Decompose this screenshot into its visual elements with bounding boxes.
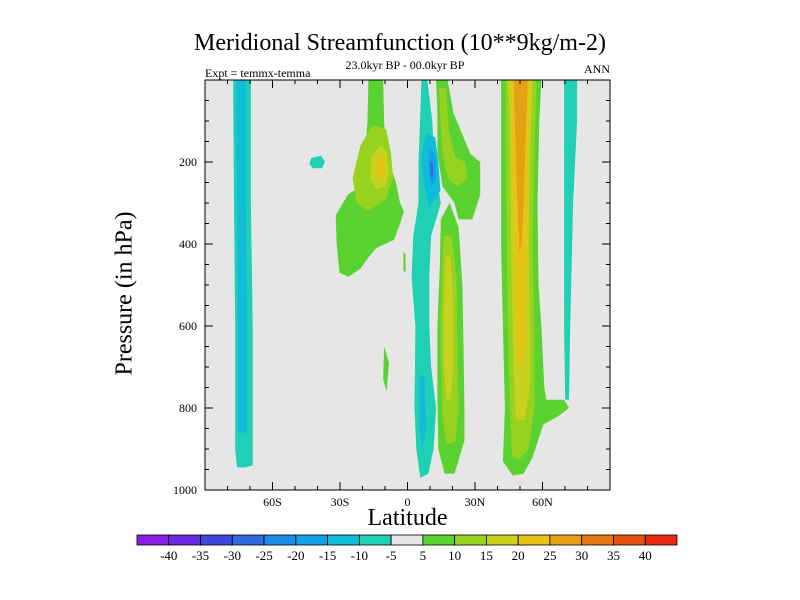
colorbar-box-10: [454, 534, 487, 546]
colorbar-box-12: [517, 534, 551, 546]
colorbar-box-14: [581, 534, 614, 546]
colorbar-box-8: [390, 534, 424, 546]
colorbar-box-3: [231, 534, 265, 546]
colorbar-label-10: 15: [480, 548, 493, 563]
colorbar-label-15: 40: [639, 548, 652, 563]
y-tick-label-0: 200: [179, 155, 197, 169]
x-axis-label: Latitude: [367, 505, 448, 531]
colorbar-box-4: [263, 534, 297, 546]
colorbar-label-1: -35: [192, 548, 209, 563]
colorbar-label-6: -10: [351, 548, 368, 563]
y-tick-label-1: 400: [179, 237, 197, 251]
colorbar-label-7: -5: [386, 548, 397, 563]
chart-subtitle: 23.0kyr BP - 00.0kyr BP: [345, 58, 465, 72]
colorbar-label-12: 25: [543, 548, 556, 563]
colorbar-label-5: -15: [319, 548, 336, 563]
x-tick-label-1: 30S: [331, 495, 350, 509]
contour-region-24: [564, 80, 578, 400]
contour-region-16: [443, 256, 454, 400]
colorbar-label-0: -40: [160, 548, 177, 563]
colorbar-label-8: 5: [420, 548, 427, 563]
colorbar-label-14: 35: [607, 548, 620, 563]
colorbar-box-7: [358, 534, 392, 546]
colorbar-box-2: [200, 534, 233, 546]
colorbar-box-9: [422, 534, 456, 546]
colorbar-box-0: [136, 534, 170, 546]
plot-background: [205, 80, 610, 490]
colorbar-box-13: [549, 534, 583, 546]
colorbar-box-1: [168, 534, 201, 546]
colorbar-label-9: 10: [448, 548, 461, 563]
colorbar-box-11: [486, 534, 519, 546]
colorbar-label-13: 30: [575, 548, 588, 563]
contour-region-1: [236, 80, 248, 433]
colorbar-box-6: [327, 534, 360, 546]
contour-region-7: [383, 346, 389, 392]
colorbar-label-2: -30: [224, 548, 241, 563]
season-label: ANN: [584, 62, 610, 76]
colorbar-box-5: [295, 534, 328, 546]
contour-region-12: [430, 162, 434, 179]
colorbar-label-4: -20: [287, 548, 304, 563]
contour-region-23: [513, 80, 528, 253]
contour-region-18: [439, 88, 468, 187]
y-tick-label-4: 1000: [173, 483, 197, 497]
y-tick-label-2: 600: [179, 319, 197, 333]
contour-region-2: [309, 155, 325, 169]
colorbar-box-15: [613, 534, 646, 546]
contour-region-8: [403, 252, 406, 273]
x-tick-label-4: 60N: [532, 495, 553, 509]
y-tick-label-3: 800: [179, 401, 197, 415]
colorbar-box-16: [644, 534, 678, 546]
contour-region-6: [375, 155, 385, 179]
contour-region-13: [419, 375, 427, 449]
x-tick-label-0: 60S: [263, 495, 282, 509]
chart-title: Meridional Streamfunction (10**9kg/m-2): [194, 30, 606, 56]
experiment-label: Expt = temmx-temma: [205, 66, 311, 80]
colorbar-label-11: 20: [512, 548, 525, 563]
x-tick-label-3: 30N: [465, 495, 486, 509]
x-tick-label-2: 0: [405, 495, 411, 509]
colorbar-label-3: -25: [255, 548, 272, 563]
